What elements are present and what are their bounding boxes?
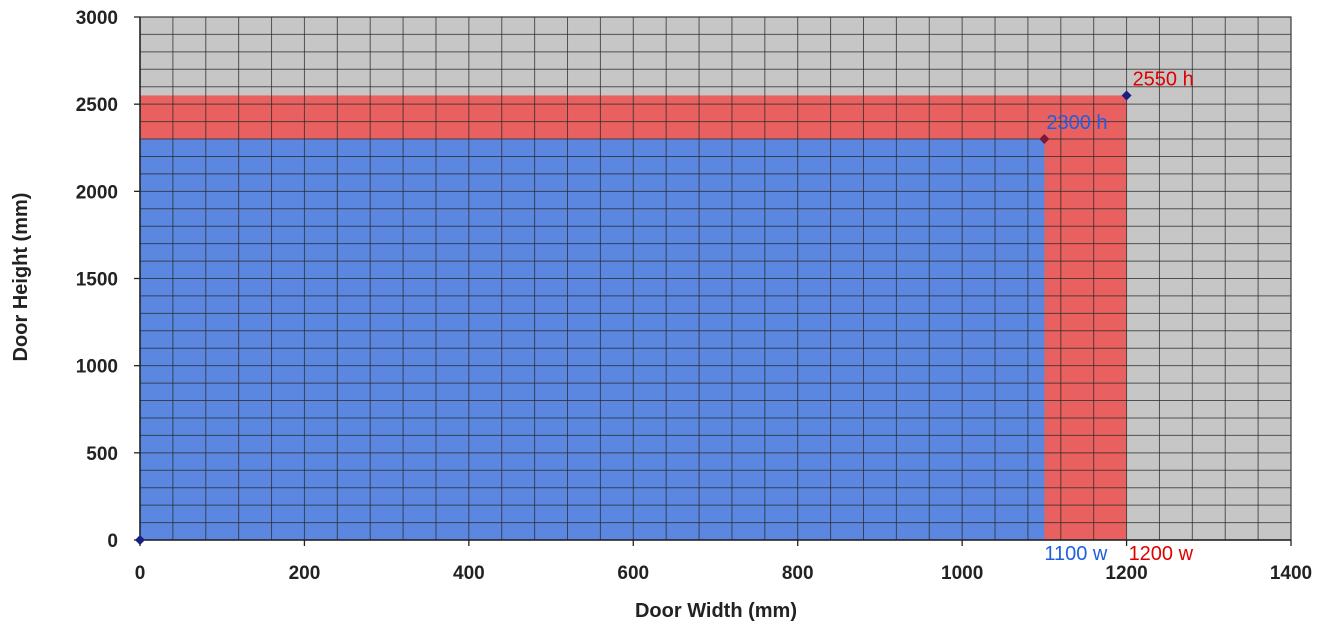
data-points — [135, 90, 1132, 545]
y-axis-title: Door Height (mm) — [10, 193, 32, 362]
x-tick-label: 600 — [617, 563, 649, 584]
x-tick-label: 800 — [782, 563, 814, 584]
data-point-marker — [1121, 90, 1132, 101]
x-tick-label: 0 — [135, 563, 146, 584]
data-point-marker — [135, 535, 145, 545]
x-tick-label: 1400 — [1270, 563, 1312, 584]
annotation-label: 1100 w — [1044, 543, 1108, 565]
size-region-2 — [140, 139, 1045, 541]
x-tick-label: 1000 — [941, 563, 983, 584]
annotation-label: 2300 h — [1046, 112, 1107, 134]
y-tick-label: 2000 — [76, 182, 118, 203]
x-axis-title: Door Width (mm) — [635, 600, 797, 622]
y-tick-label: 0 — [107, 531, 118, 552]
data-point-marker — [1039, 134, 1050, 145]
y-tick-label: 500 — [86, 444, 118, 465]
x-tick-label: 200 — [289, 563, 321, 584]
y-tick-label: 1500 — [76, 270, 118, 291]
y-tick-label: 1000 — [76, 357, 118, 378]
tick-labels: 0 200 400 600 800 1000 1200 1400 0 500 1000 1500 200… — [76, 8, 1312, 584]
y-tick-label: 2500 — [76, 95, 118, 116]
annotation-label: 2550 h — [1133, 68, 1194, 90]
y-tick-label: 3000 — [76, 8, 118, 29]
annotations: 2550 h 2300 h 1100 w 1200 w — [1044, 68, 1193, 565]
grid-lines — [140, 17, 1291, 540]
annotation-label: 1200 w — [1129, 543, 1194, 565]
x-tick-label: 400 — [453, 563, 485, 584]
x-tick-label: 1200 — [1105, 563, 1147, 584]
